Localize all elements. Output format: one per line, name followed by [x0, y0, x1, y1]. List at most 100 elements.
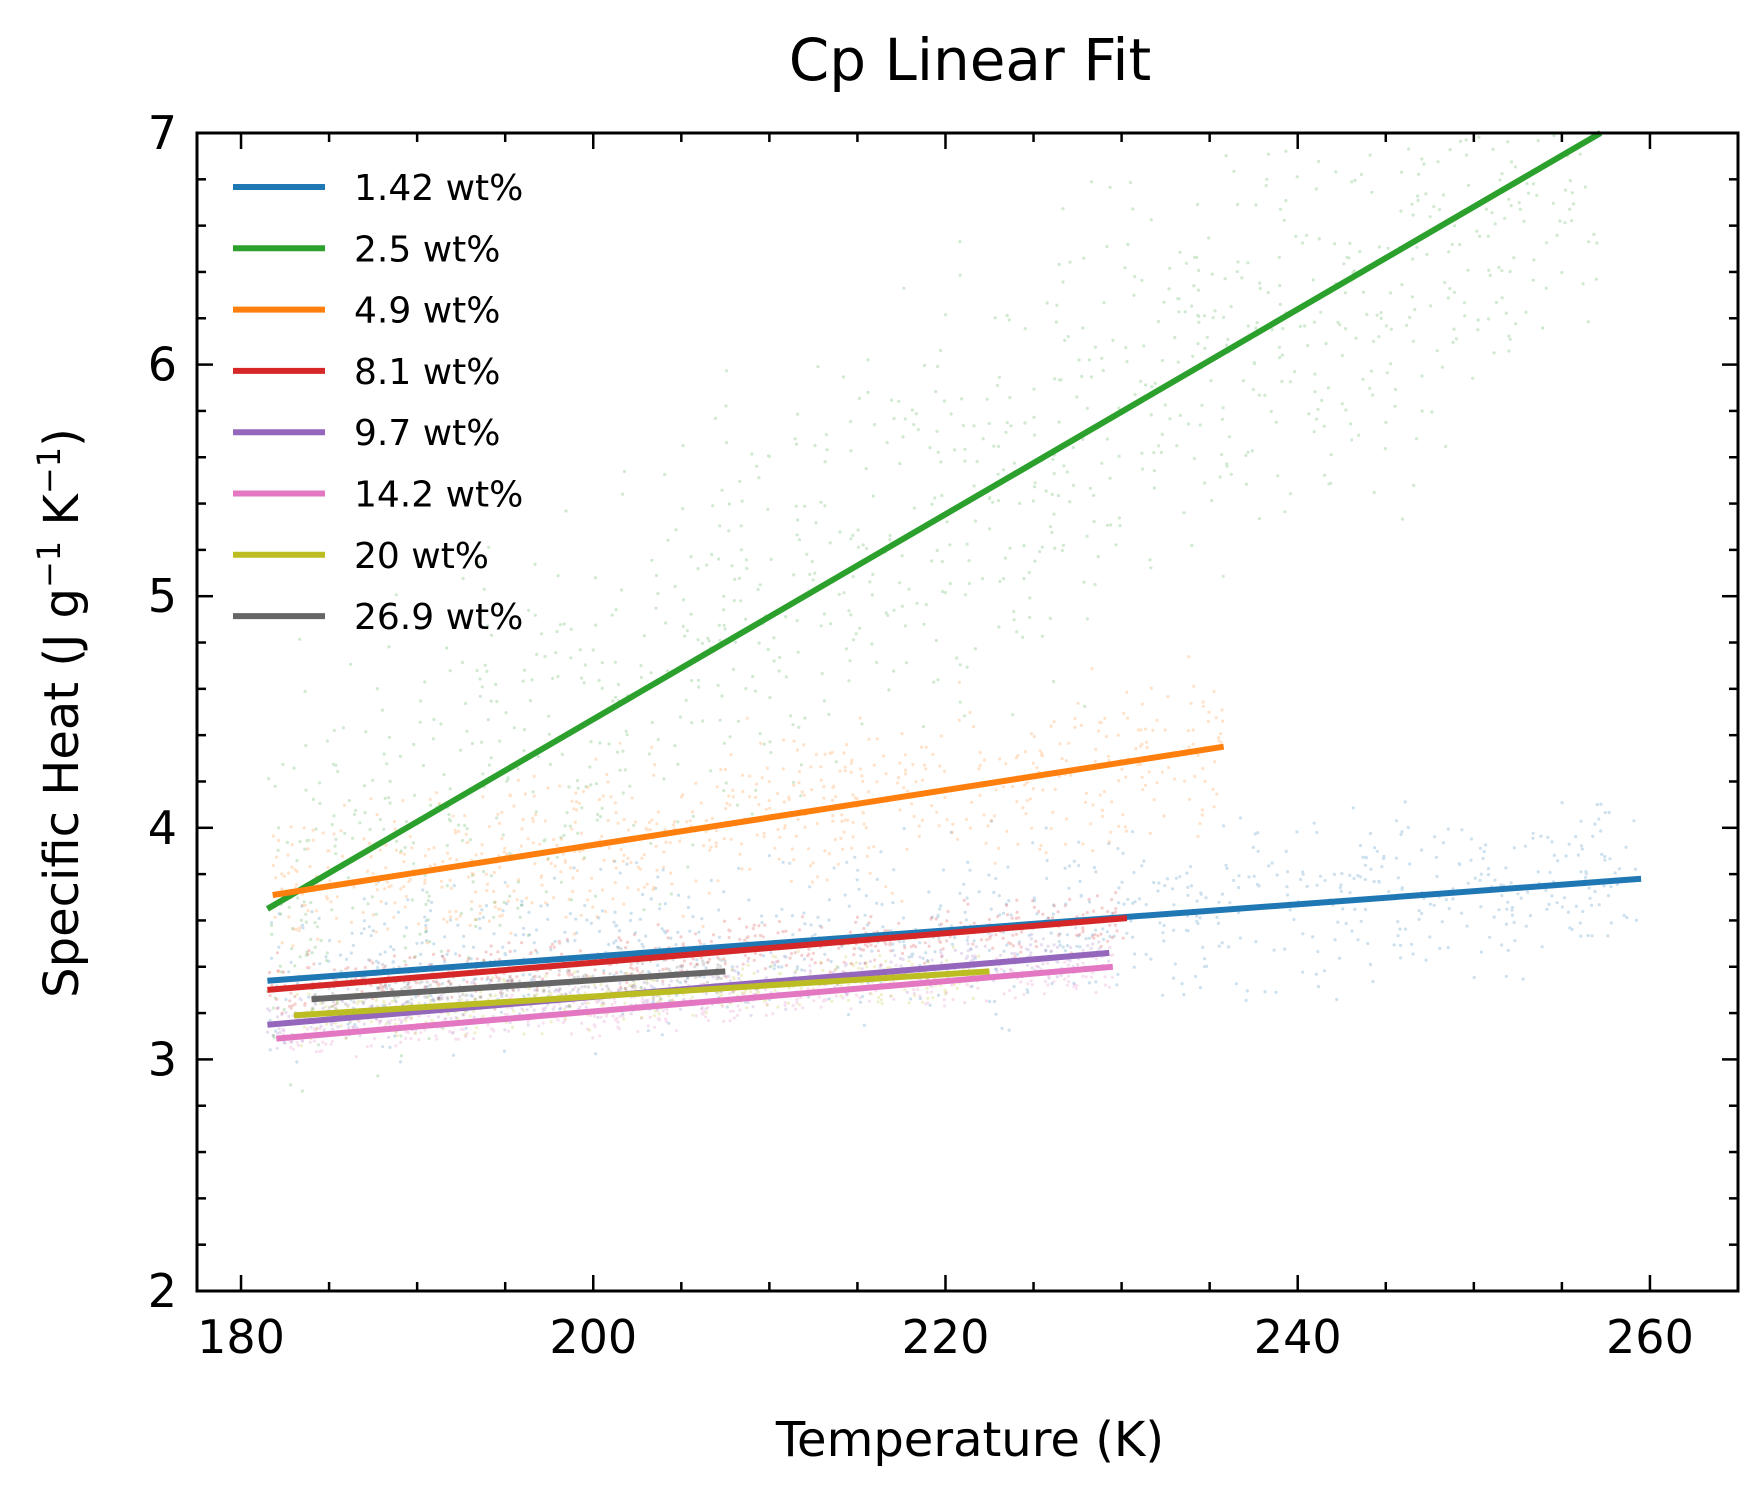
scatter-point	[517, 878, 521, 882]
scatter-point	[1531, 831, 1535, 835]
scatter-point	[891, 901, 895, 905]
scatter-point	[1097, 940, 1101, 944]
scatter-point	[623, 768, 627, 772]
scatter-point	[617, 929, 622, 933]
scatter-point	[1088, 900, 1092, 904]
scatter-point	[354, 1055, 358, 1059]
scatter-point	[469, 907, 474, 911]
scatter-point	[489, 874, 493, 878]
scatter-point	[1603, 858, 1607, 862]
scatter-point	[1400, 887, 1404, 891]
scatter-point	[287, 1014, 291, 1019]
scatter-point	[567, 973, 571, 977]
scatter-point	[917, 824, 921, 828]
scatter-point	[1343, 291, 1348, 295]
scatter-point	[766, 454, 771, 458]
scatter-point	[821, 968, 825, 973]
scatter-point	[1469, 858, 1473, 862]
scatter-point	[617, 946, 621, 950]
scatter-point	[745, 566, 749, 571]
scatter-point	[1433, 835, 1437, 839]
scatter-point	[1625, 916, 1629, 920]
scatter-point	[1581, 282, 1585, 286]
scatter-point	[480, 908, 484, 912]
scatter-point	[768, 806, 772, 810]
scatter-point	[944, 313, 948, 317]
scatter-point	[1094, 990, 1098, 995]
scatter-point	[1039, 943, 1043, 947]
scatter-point	[747, 898, 751, 902]
scatter-point	[290, 1004, 294, 1008]
scatter-point	[542, 988, 546, 993]
scatter-point	[1429, 304, 1433, 308]
scatter-point	[1488, 935, 1492, 940]
scatter-point	[929, 804, 934, 808]
scatter-point	[553, 939, 557, 944]
scatter-point	[584, 785, 588, 789]
scatter-point	[889, 960, 893, 964]
scatter-point	[1029, 937, 1033, 941]
scatter-point	[325, 739, 329, 743]
scatter-point	[1068, 959, 1072, 963]
scatter-point	[487, 919, 492, 923]
scatter-point	[924, 951, 928, 955]
scatter-point	[546, 786, 550, 790]
scatter-point	[1333, 938, 1337, 942]
scatter-point	[865, 944, 870, 949]
scatter-point	[1581, 909, 1585, 914]
scatter-point	[706, 1005, 710, 1009]
scatter-point	[898, 462, 902, 466]
scatter-point	[347, 799, 351, 803]
scatter-point	[295, 859, 299, 863]
scatter-point	[795, 965, 800, 969]
scatter-point	[784, 615, 788, 619]
scatter-point	[298, 926, 302, 930]
series-line	[276, 963, 1114, 1042]
scatter-point	[298, 840, 302, 844]
scatter-point	[652, 773, 656, 777]
scatter-point	[411, 841, 416, 845]
scatter-point	[852, 964, 856, 968]
scatter-point	[308, 864, 312, 869]
scatter-point	[1411, 952, 1415, 956]
scatter-point	[443, 960, 447, 964]
scatter-point	[642, 885, 647, 889]
scatter-point	[1314, 972, 1318, 976]
scatter-point	[362, 919, 366, 923]
scatter-point	[1084, 975, 1088, 979]
scatter-point	[1220, 892, 1224, 896]
scatter-point	[651, 1000, 656, 1004]
scatter-point	[806, 987, 810, 991]
scatter-point	[1132, 293, 1136, 297]
scatter-point	[425, 995, 429, 999]
scatter-point	[352, 812, 357, 817]
scatter-point	[532, 978, 537, 982]
scatter-point	[1063, 338, 1067, 342]
scatter-point	[316, 1043, 321, 1047]
scatter-point	[792, 573, 796, 577]
fit-lines	[265, 130, 1642, 1042]
scatter-point	[831, 785, 835, 790]
scatter-point	[1486, 234, 1490, 238]
scatter-point	[642, 634, 647, 638]
scatter-point	[564, 1005, 568, 1009]
scatter-point	[1162, 300, 1166, 304]
scatter-point	[866, 358, 870, 362]
scatter-point	[407, 880, 411, 884]
scatter-point	[428, 797, 432, 802]
scatter-point	[784, 955, 788, 959]
scatter-point	[988, 999, 992, 1004]
scatter-point	[1560, 905, 1564, 909]
scatter-point	[701, 924, 705, 929]
scatter-point	[827, 997, 831, 1001]
scatter-point	[688, 929, 692, 933]
scatter-point	[369, 934, 373, 938]
scatter-point	[856, 528, 860, 532]
scatter-point	[1580, 847, 1584, 851]
scatter-point	[724, 807, 728, 811]
scatter-point	[442, 957, 446, 961]
scatter-point	[1568, 926, 1572, 930]
scatter-point	[827, 918, 831, 922]
scatter-point	[933, 496, 937, 500]
